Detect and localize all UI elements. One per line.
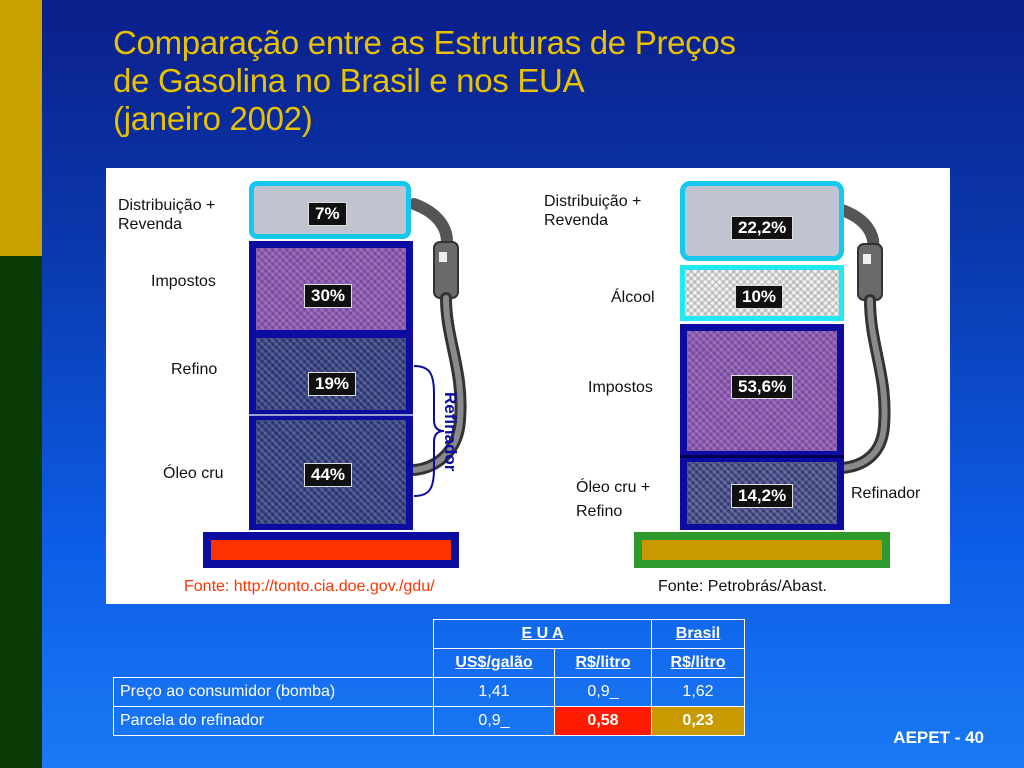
price-comparison-table: E U A Brasil US$/galão R$/litro R$/litro…: [113, 619, 745, 736]
brazil-label-crude-line1: Óleo cru +: [576, 479, 651, 496]
usa-label-distribution-line1: Distribuição +: [118, 197, 216, 214]
refiner-bracket: [413, 365, 445, 497]
unit-usa-liter: R$/litro: [554, 648, 652, 678]
header-brazil: Brasil: [651, 619, 745, 649]
brazil-label-distribution-line1: Distribuição +: [544, 193, 642, 210]
brazil-value-distribution: 22,2%: [731, 216, 794, 240]
brazil-segment-divider: [680, 455, 844, 458]
title-line-3: (janeiro 2002): [113, 100, 313, 137]
slide-footer: AEPET - 40: [893, 728, 984, 747]
usa-segment-divider: [249, 414, 413, 416]
brazil-pump-base-fill: [642, 540, 882, 560]
table-units-corner: [114, 649, 434, 678]
brazil-pump-hose-icon: [838, 204, 891, 474]
usa-value-refining: 19%: [308, 372, 357, 396]
usa-value-distribution: 7%: [308, 202, 347, 226]
usa-pump-hose-icon: [408, 198, 467, 476]
unit-usa-gallon: US$/galão: [433, 648, 555, 678]
title-line-2: de Gasolina no Brasil e nos EUA: [113, 62, 585, 99]
row-label-refiner-share: Parcela do refinador: [113, 706, 434, 736]
table-corner: [114, 620, 434, 649]
cell-consumer-brazil-liter: 1,62: [651, 677, 745, 707]
brazil-value-crude: 14,2%: [731, 484, 794, 508]
comparison-panel: 7% 30% 19% 44% Distribuição + Revenda Im…: [106, 168, 950, 604]
brazil-label-distribution: Distribuição + Revenda: [544, 192, 641, 230]
cell-refiner-usa-gallon: 0,9_: [433, 706, 555, 736]
row-label-consumer-price: Preço ao consumidor (bomba): [113, 677, 434, 707]
unit-brazil-liter: R$/litro: [651, 648, 745, 678]
brazil-label-distribution-line2: Revenda: [544, 212, 609, 229]
usa-pump-base-fill: [211, 540, 451, 560]
table-row: Preço ao consumidor (bomba) 1,41 0,9_ 1,…: [113, 677, 745, 707]
table-units-row: US$/galão R$/litro R$/litro: [114, 648, 745, 678]
usa-label-taxes: Impostos: [151, 273, 216, 290]
usa-label-crude: Óleo cru: [163, 465, 224, 482]
side-bar-gold: [0, 0, 42, 256]
brazil-label-alcohol: Álcool: [611, 289, 655, 306]
title-line-1: Comparação entre as Estruturas de Preços: [113, 24, 736, 61]
table-header-row: E U A Brasil: [114, 619, 745, 649]
usa-label-distribution: Distribuição + Revenda: [118, 196, 215, 234]
usa-label-distribution-line2: Revenda: [118, 216, 183, 233]
brazil-value-taxes: 53,6%: [731, 375, 794, 399]
cell-refiner-usa-liter: 0,58: [554, 706, 652, 736]
cell-consumer-usa-liter: 0,9_: [554, 677, 652, 707]
usa-refiner-label: Refinador: [441, 392, 460, 472]
slide-title: Comparação entre as Estruturas de Preços…: [113, 24, 913, 138]
usa-value-crude: 44%: [304, 463, 353, 487]
brazil-label-taxes: Impostos: [588, 379, 653, 396]
brazil-value-alcohol: 10%: [735, 285, 784, 309]
brazil-label-refiner: Refinador: [851, 485, 921, 502]
cell-consumer-usa-gallon: 1,41: [433, 677, 555, 707]
brazil-segment-alcohol: [680, 265, 844, 321]
header-usa: E U A: [433, 619, 652, 649]
side-bar-green: [0, 256, 42, 768]
usa-label-refining: Refino: [171, 361, 218, 378]
usa-source: Fonte: http://tonto.cia.doe.gov./gdu/: [184, 578, 435, 595]
usa-value-taxes: 30%: [304, 284, 353, 308]
brazil-label-crude-line2: Refino: [576, 503, 623, 520]
brazil-label-crude: Óleo cru + Refino: [576, 476, 650, 524]
brazil-source: Fonte: Petrobrás/Abast.: [658, 578, 827, 595]
table-row: Parcela do refinador 0,9_ 0,58 0,23: [113, 706, 745, 736]
cell-refiner-brazil-liter: 0,23: [651, 706, 745, 736]
